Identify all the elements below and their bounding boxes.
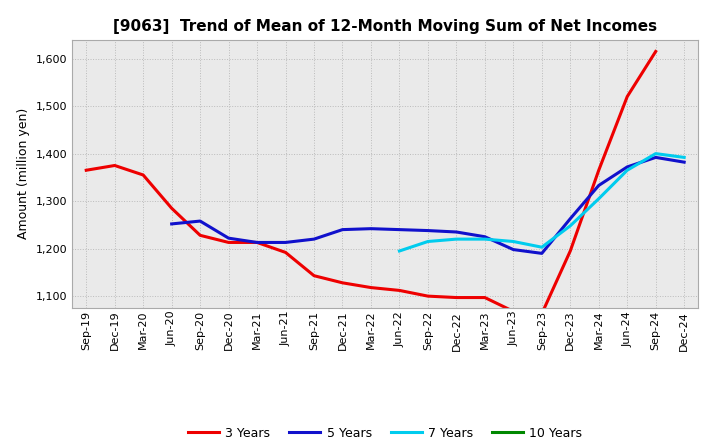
- 7 Years: [680, 155, 688, 160]
- 5 Years: [680, 160, 688, 165]
- 3 Years: [652, 49, 660, 54]
- 3 Years: [110, 163, 119, 168]
- 5 Years: [480, 234, 489, 239]
- 3 Years: [623, 94, 631, 99]
- 5 Years: [253, 240, 261, 245]
- 3 Years: [225, 240, 233, 245]
- 3 Years: [196, 233, 204, 238]
- 5 Years: [310, 236, 318, 242]
- 3 Years: [395, 288, 404, 293]
- 7 Years: [423, 239, 432, 244]
- Line: 5 Years: 5 Years: [171, 158, 684, 253]
- 3 Years: [139, 172, 148, 178]
- 5 Years: [537, 251, 546, 256]
- 5 Years: [225, 235, 233, 241]
- 5 Years: [282, 240, 290, 245]
- Line: 7 Years: 7 Years: [400, 154, 684, 251]
- 5 Years: [652, 155, 660, 160]
- 3 Years: [253, 240, 261, 245]
- 3 Years: [82, 168, 91, 173]
- 3 Years: [366, 285, 375, 290]
- 3 Years: [338, 280, 347, 286]
- 3 Years: [452, 295, 461, 300]
- 3 Years: [480, 295, 489, 300]
- Title: [9063]  Trend of Mean of 12-Month Moving Sum of Net Incomes: [9063] Trend of Mean of 12-Month Moving …: [113, 19, 657, 34]
- 7 Years: [509, 239, 518, 244]
- 5 Years: [167, 221, 176, 227]
- Legend: 3 Years, 5 Years, 7 Years, 10 Years: 3 Years, 5 Years, 7 Years, 10 Years: [183, 422, 588, 440]
- 7 Years: [395, 248, 404, 253]
- 5 Years: [509, 247, 518, 252]
- 5 Years: [338, 227, 347, 232]
- 3 Years: [167, 205, 176, 211]
- 7 Years: [452, 236, 461, 242]
- 5 Years: [423, 228, 432, 233]
- 5 Years: [196, 218, 204, 224]
- 3 Years: [282, 250, 290, 255]
- 7 Years: [537, 245, 546, 250]
- 7 Years: [652, 151, 660, 156]
- 7 Years: [623, 168, 631, 173]
- 5 Years: [595, 183, 603, 188]
- 5 Years: [366, 226, 375, 231]
- Y-axis label: Amount (million yen): Amount (million yen): [17, 108, 30, 239]
- 3 Years: [537, 311, 546, 316]
- 3 Years: [310, 273, 318, 279]
- 3 Years: [595, 168, 603, 173]
- 3 Years: [509, 309, 518, 314]
- 5 Years: [566, 216, 575, 221]
- Line: 3 Years: 3 Years: [86, 51, 656, 314]
- 3 Years: [423, 293, 432, 299]
- 5 Years: [452, 229, 461, 235]
- 7 Years: [595, 196, 603, 202]
- 5 Years: [623, 164, 631, 169]
- 7 Years: [480, 236, 489, 242]
- 7 Years: [566, 223, 575, 228]
- 5 Years: [395, 227, 404, 232]
- 3 Years: [566, 248, 575, 253]
